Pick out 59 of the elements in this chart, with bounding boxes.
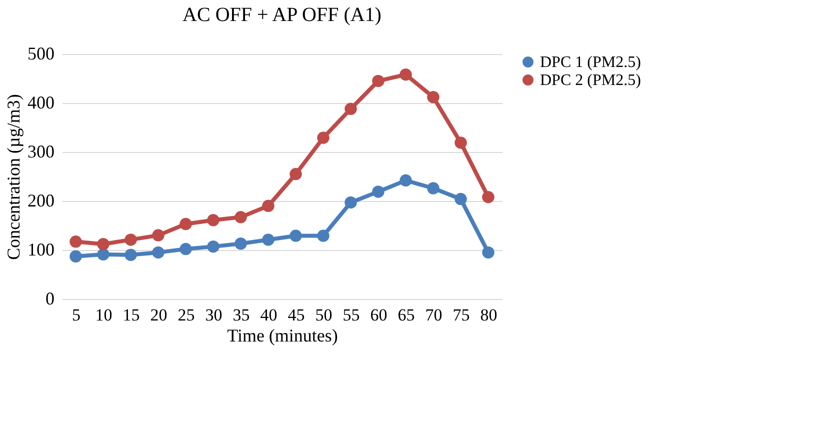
point — [152, 229, 164, 242]
point — [234, 238, 247, 250]
point — [234, 211, 247, 224]
point — [317, 230, 330, 242]
y-tick-label: 200 — [28, 190, 54, 210]
point — [124, 248, 137, 262]
point — [427, 182, 440, 194]
x-tick-label: 30 — [205, 306, 222, 324]
x-tick-label: 25 — [178, 306, 195, 324]
point — [97, 248, 110, 261]
y-axis-title: Concentration (µg/m3) — [4, 94, 24, 260]
point — [454, 136, 467, 149]
point — [262, 234, 274, 246]
x-tick-label: 40 — [260, 306, 278, 324]
x-tick-label: 35 — [232, 306, 250, 324]
x-tick-label: 50 — [315, 306, 332, 324]
point — [152, 246, 164, 259]
point — [124, 234, 137, 246]
x-tick-label: 20 — [150, 306, 168, 324]
chart-title: AC OFF + AP OFF (A1) — [182, 4, 382, 26]
y-tick-label: 100 — [28, 240, 54, 260]
point — [70, 250, 82, 262]
y-tick-label: 300 — [28, 142, 54, 162]
point — [400, 68, 412, 81]
point — [70, 236, 82, 248]
x-tick-label: 70 — [425, 306, 442, 324]
point — [400, 174, 412, 187]
point — [290, 230, 302, 242]
y-tick-label: 400 — [28, 92, 54, 112]
y-tick-label: 500 — [28, 44, 54, 64]
point — [97, 238, 110, 250]
point — [427, 91, 440, 104]
point — [207, 214, 220, 226]
x-tick-label: 5 — [72, 306, 80, 324]
y-tick-label: 0 — [46, 288, 54, 308]
x-tick-label: 55 — [342, 306, 360, 324]
x-tick-label: 10 — [95, 306, 112, 324]
point — [372, 186, 384, 198]
x-tick-label: 45 — [288, 306, 305, 324]
point — [180, 218, 192, 230]
point — [290, 168, 302, 180]
point — [262, 200, 274, 212]
point — [372, 74, 384, 88]
x-axis-title: Time (minutes) — [227, 326, 338, 346]
x-tick-label: 15 — [122, 306, 140, 324]
point — [454, 192, 467, 206]
x-tick-label: 60 — [370, 306, 388, 324]
point — [344, 102, 357, 115]
point — [207, 240, 220, 253]
point — [482, 190, 494, 204]
legend-label: DPC 1 (PM2.5) — [540, 54, 641, 71]
point — [344, 196, 357, 209]
point — [180, 242, 192, 256]
point — [317, 132, 330, 144]
x-tick-label: 65 — [398, 306, 415, 324]
legend-label: DPC 2 (PM2.5) — [540, 72, 641, 89]
x-tick-label: 80 — [480, 306, 498, 324]
x-tick-label: 75 — [452, 306, 470, 324]
point — [482, 246, 494, 259]
